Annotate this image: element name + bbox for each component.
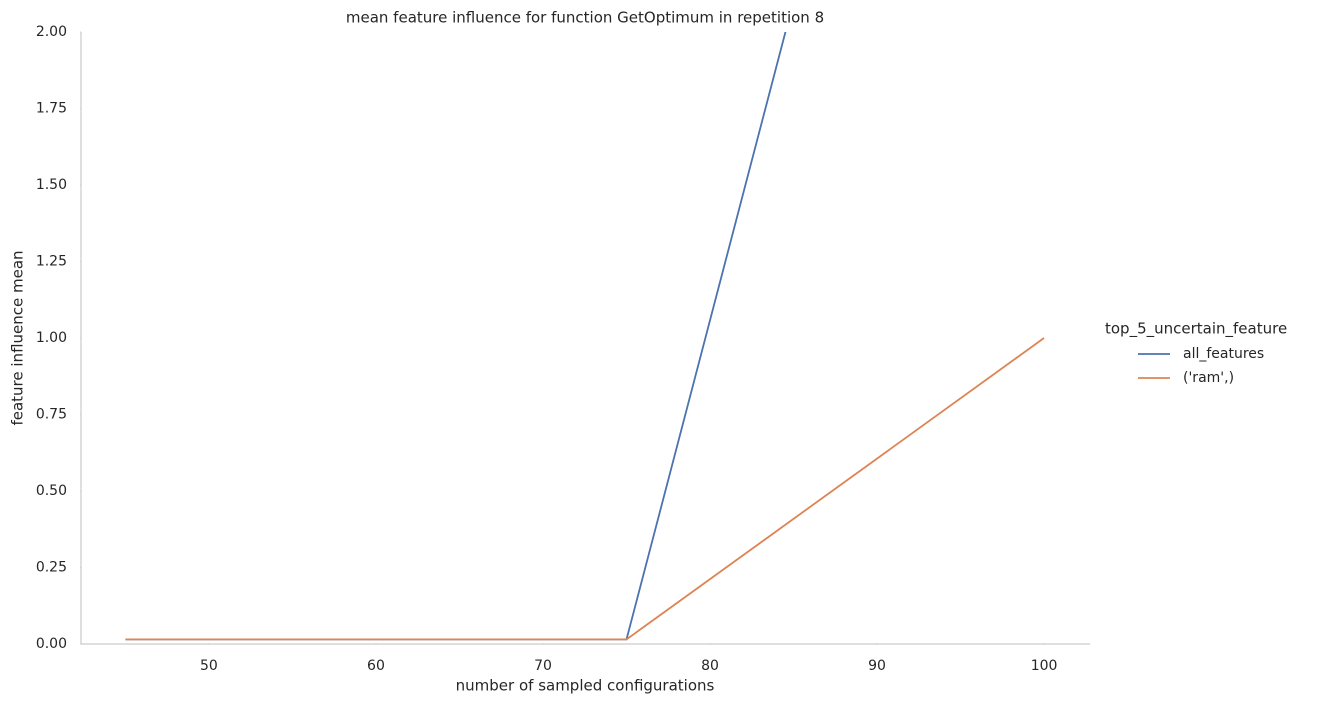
y-tick-label: 1.75	[36, 101, 67, 117]
legend-title: top_5_uncertain_feature	[1105, 320, 1287, 339]
y-tick-label: 0.75	[36, 407, 67, 423]
x-tick-label: 50	[200, 658, 218, 674]
x-tick-label: 90	[868, 658, 886, 674]
y-tick-label: 0.00	[36, 636, 67, 652]
legend-label: ('ram',)	[1183, 370, 1234, 386]
plot-area	[125, 32, 1045, 641]
y-tick-label: 1.25	[36, 254, 67, 270]
x-tick-label: 60	[367, 658, 385, 674]
chart-title: mean feature influence for function GetO…	[346, 9, 824, 27]
x-tick-label: 70	[534, 658, 552, 674]
y-tick-label: 1.50	[36, 177, 67, 193]
y-axis-label: feature influence mean	[9, 250, 27, 425]
legend-label: all_features	[1183, 346, 1264, 362]
x-tick-label: 100	[1031, 658, 1058, 674]
y-tick-label: 2.00	[36, 24, 67, 40]
y-tick-label: 1.00	[36, 330, 67, 346]
x-axis-label: number of sampled configurations	[456, 677, 715, 695]
y-tick-label: 0.50	[36, 483, 67, 499]
y-tick-label: 0.25	[36, 560, 67, 576]
series-line	[125, 32, 787, 641]
series-line	[125, 337, 1045, 641]
x-tick-label: 80	[701, 658, 719, 674]
